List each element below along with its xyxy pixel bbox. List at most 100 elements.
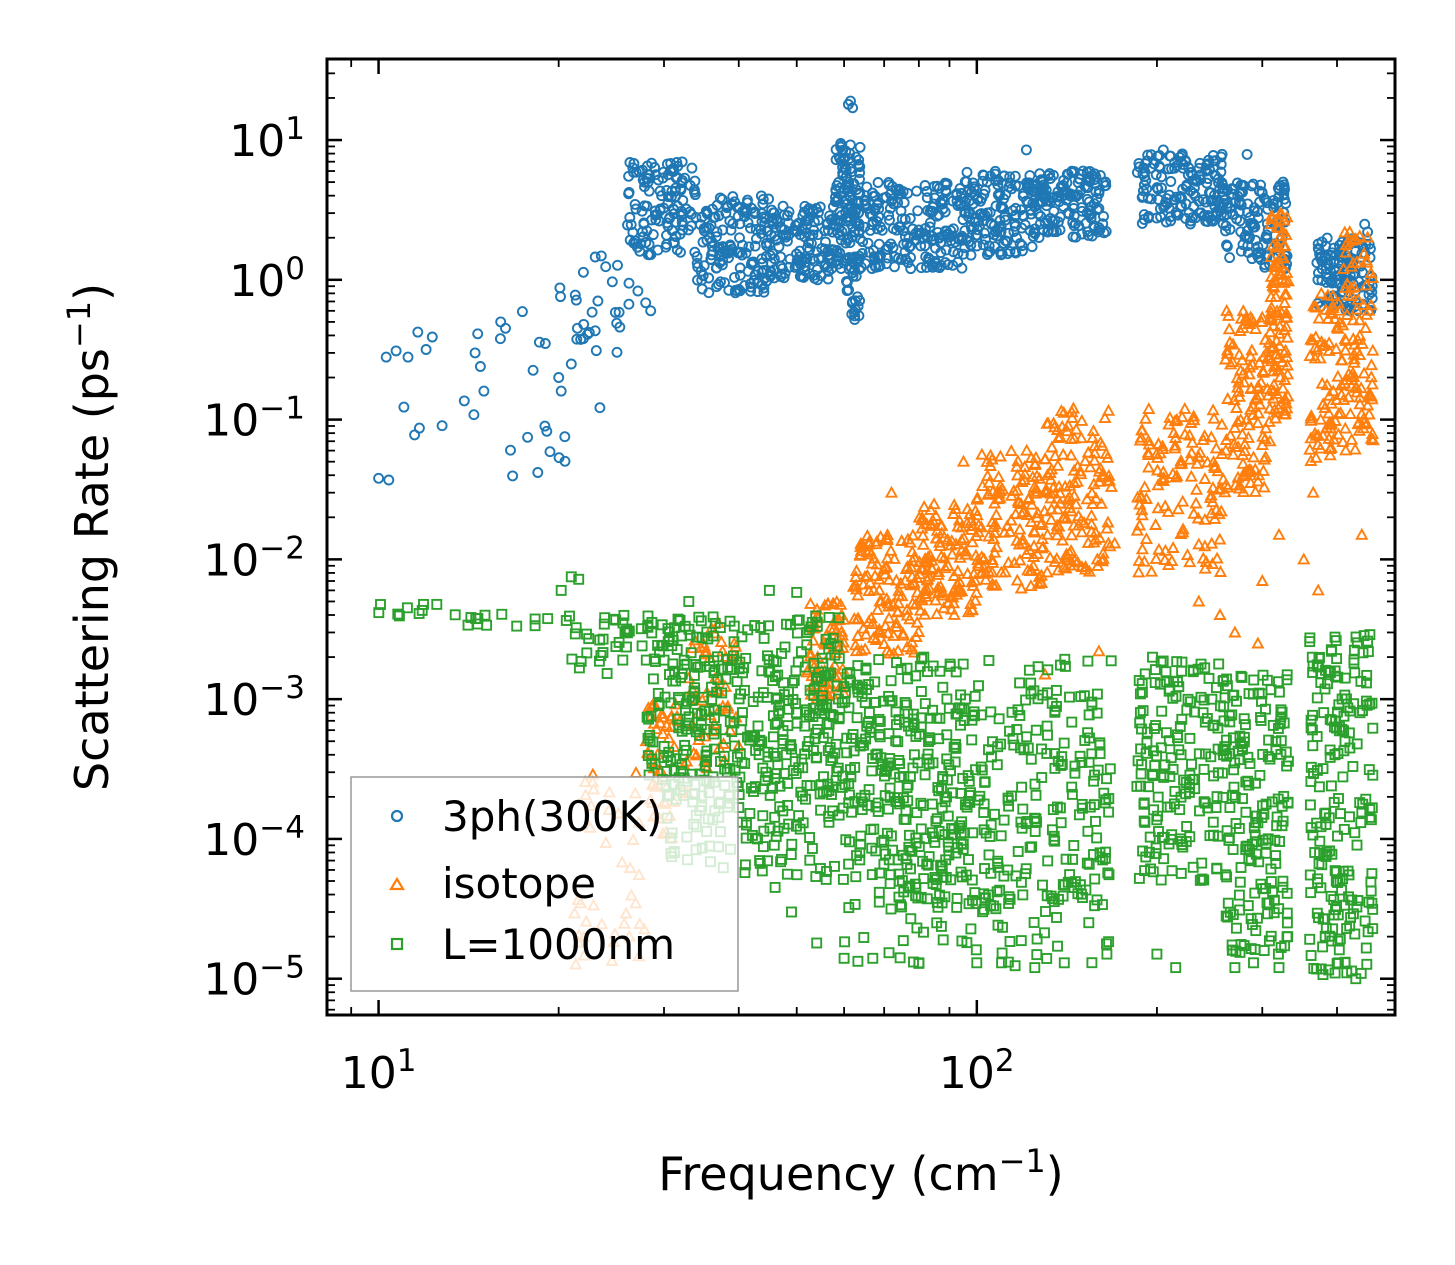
data-point	[1007, 556, 1022, 569]
data-point	[654, 185, 666, 197]
data-point	[1235, 427, 1250, 440]
data-point	[813, 253, 825, 265]
data-point	[1043, 466, 1057, 478]
data-point	[675, 210, 687, 222]
data-point	[1166, 541, 1180, 553]
data-point	[1096, 551, 1110, 564]
data-point	[1130, 523, 1144, 536]
data-point	[1227, 732, 1239, 744]
data-point	[895, 589, 909, 602]
data-point	[1362, 926, 1374, 938]
data-point	[924, 560, 939, 573]
data-point	[666, 225, 678, 237]
data-point	[865, 824, 877, 836]
data-point	[1093, 188, 1105, 200]
data-point	[1084, 732, 1095, 744]
data-point	[559, 455, 571, 467]
data-point	[956, 816, 968, 828]
data-point	[1066, 781, 1078, 793]
data-point	[1195, 174, 1207, 186]
data-point	[883, 854, 895, 866]
data-point	[583, 327, 595, 338]
data-point	[757, 198, 769, 210]
data-point	[950, 708, 962, 720]
data-point	[1056, 511, 1070, 524]
data-point	[1304, 632, 1316, 644]
data-point	[849, 295, 861, 307]
data-point	[864, 224, 876, 236]
data-point	[647, 673, 659, 685]
data-point	[1091, 688, 1103, 700]
data-point	[1246, 407, 1260, 420]
data-point	[883, 757, 895, 769]
data-point	[586, 306, 598, 318]
data-point	[847, 102, 859, 114]
data-point	[1003, 891, 1015, 903]
data-point	[998, 814, 1010, 826]
y-axis-label-main: Scattering Rate (ps	[65, 348, 119, 791]
data-point	[1319, 302, 1333, 315]
data-point	[1242, 360, 1257, 373]
data-point	[505, 444, 516, 456]
data-point	[1021, 731, 1033, 743]
data-point	[1230, 380, 1245, 393]
data-point	[1057, 405, 1071, 418]
data-point	[1224, 802, 1236, 813]
data-point	[898, 238, 910, 250]
data-point	[1096, 546, 1110, 559]
data-point	[613, 636, 625, 648]
data-point	[1133, 675, 1145, 686]
data-point	[1278, 407, 1293, 420]
data-point	[1315, 821, 1327, 833]
data-point	[1056, 447, 1070, 460]
data-point	[555, 584, 567, 596]
data-point	[1234, 198, 1245, 210]
data-point	[573, 573, 585, 585]
data-point	[1093, 222, 1105, 234]
data-point	[782, 799, 794, 811]
legend: 3ph(300K) isotope L=1000nm	[350, 776, 739, 992]
data-point	[816, 681, 831, 694]
data-point	[974, 790, 986, 802]
data-point	[873, 654, 885, 666]
data-point	[1135, 768, 1147, 780]
data-point	[1326, 301, 1340, 314]
data-point	[1253, 397, 1267, 410]
data-point	[1322, 678, 1333, 690]
data-point	[755, 228, 767, 240]
data-point	[874, 716, 886, 727]
data-point	[1070, 555, 1085, 568]
data-point	[983, 459, 998, 471]
data-point	[1366, 432, 1380, 445]
data-point	[1088, 849, 1099, 860]
data-point	[426, 331, 438, 343]
data-point	[431, 598, 443, 610]
data-point	[1261, 897, 1273, 909]
data-point	[903, 841, 915, 853]
data-point	[689, 748, 704, 761]
data-point	[905, 913, 917, 925]
data-point	[1092, 474, 1106, 487]
data-point	[867, 551, 881, 564]
data-point	[1355, 527, 1369, 540]
data-point	[1092, 764, 1104, 776]
data-point	[1233, 889, 1245, 901]
data-point	[1176, 200, 1187, 212]
data-point	[676, 668, 688, 680]
data-point	[1333, 944, 1345, 956]
data-point	[1363, 238, 1375, 250]
data-point	[922, 205, 934, 216]
data-point	[1319, 930, 1331, 942]
data-point	[1101, 773, 1112, 785]
data-point	[1016, 240, 1028, 252]
data-point	[1010, 247, 1022, 259]
data-point	[1143, 781, 1155, 793]
data-point	[769, 881, 781, 893]
data-point	[1044, 512, 1058, 525]
data-point	[1067, 853, 1079, 865]
data-point	[952, 575, 967, 587]
data-point	[1170, 962, 1182, 974]
data-point	[778, 822, 790, 834]
data-point	[989, 540, 1004, 553]
data-point	[764, 249, 776, 261]
